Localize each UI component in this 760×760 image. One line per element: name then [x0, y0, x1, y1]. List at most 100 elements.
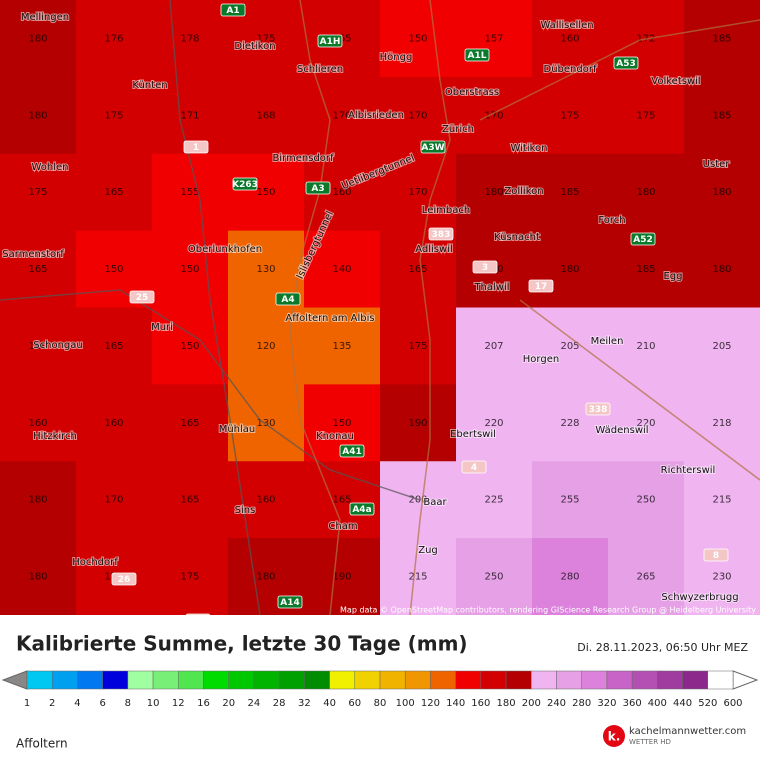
grid-cell — [532, 384, 609, 462]
place-label: Meilen — [591, 336, 624, 347]
grid-cell — [228, 384, 305, 462]
cell-value: 170 — [484, 110, 503, 121]
road-label: A52 — [633, 235, 653, 245]
cell-value: 207 — [484, 341, 503, 352]
cell-value: 230 — [712, 572, 731, 583]
grid-cell — [456, 384, 533, 462]
place-label: Leimbach — [422, 205, 470, 216]
road-shield — [317, 34, 343, 48]
grid-cell — [152, 307, 229, 385]
grid-cell — [304, 230, 381, 308]
legend-swatch — [26, 670, 53, 690]
cell-value: 165 — [332, 495, 351, 506]
cell-value: 150 — [104, 264, 123, 275]
legend-swatch — [682, 670, 709, 690]
cell-value: 205 — [560, 341, 579, 352]
legend-swatch — [505, 670, 532, 690]
place-label: Knonau — [316, 431, 354, 442]
place-label: Küsnacht — [494, 232, 540, 243]
credits: Map data © OpenStreetMap contributors, r… — [340, 606, 756, 615]
grid-cell — [532, 153, 609, 232]
road-shield — [528, 279, 554, 293]
grid-cell — [380, 307, 457, 385]
cell-value: 165 — [180, 418, 199, 429]
place-label: Schlieren — [297, 64, 343, 75]
legend-tick-label: 440 — [673, 698, 692, 709]
road-label: A53 — [616, 59, 636, 69]
grid-cell — [0, 76, 77, 155]
place-label: Oberlunkhofen — [188, 244, 262, 255]
legend-swatch — [354, 670, 381, 690]
cell-value: 190 — [408, 418, 427, 429]
road-label: 338 — [589, 405, 608, 415]
road-label: K263 — [232, 180, 258, 190]
grid-cell — [0, 0, 77, 78]
road-line — [479, 19, 760, 121]
cell-value: 178 — [180, 33, 199, 44]
legend-tick-label: 16 — [197, 698, 210, 709]
cell-value: 170 — [104, 495, 123, 506]
road-label: 25 — [136, 293, 149, 303]
cell-value: 120 — [256, 341, 275, 352]
grid-cell — [76, 384, 153, 462]
place-label: Affoltern am Albis — [285, 313, 374, 324]
cell-value: 165 — [28, 264, 47, 275]
grid-cell — [684, 307, 760, 385]
legend-swatch — [278, 670, 305, 690]
cell-value: 250 — [484, 572, 503, 583]
road-label: 8 — [713, 551, 719, 561]
cell-value: 140 — [332, 264, 351, 275]
place-label: Sins — [235, 505, 256, 516]
grid-cell — [152, 153, 229, 232]
legend-tick-label: 180 — [497, 698, 516, 709]
grid-cell — [152, 384, 229, 462]
cell-value: 215 — [408, 572, 427, 583]
place-label: Uster — [703, 159, 731, 170]
road-label: A1H — [320, 37, 341, 47]
legend-tick-label: 600 — [723, 698, 742, 709]
legend-swatch — [379, 670, 406, 690]
legend-swatch — [657, 670, 683, 690]
legend-tick-label: 10 — [147, 698, 160, 709]
legend-swatch — [581, 670, 608, 690]
place-label: Hitzkirch — [33, 431, 77, 442]
legend-tick-label: 360 — [623, 698, 642, 709]
place-label: Ebertswil — [450, 429, 496, 440]
cell-value: 180 — [28, 110, 47, 121]
cell-value: 165 — [180, 495, 199, 506]
cell-value: 170 — [408, 187, 427, 198]
grid-cell — [608, 307, 685, 385]
cell-value: 130 — [256, 418, 275, 429]
legend-swatch — [404, 670, 431, 690]
grid-cell — [152, 461, 229, 539]
brand-tagline: WETTER HD — [629, 738, 671, 746]
legend-tick-label: 28 — [273, 698, 286, 709]
legend-tick-label: 24 — [248, 698, 261, 709]
cell-value: 176 — [104, 33, 123, 44]
cell-value: 150 — [332, 418, 351, 429]
road-shield — [464, 48, 490, 62]
cell-value: 180 — [484, 187, 503, 198]
cell-value: 220 — [636, 418, 655, 429]
cell-value: 175 — [28, 187, 47, 198]
road-shield — [420, 140, 446, 154]
legend-tick-label: 280 — [572, 698, 591, 709]
cell-value: 180 — [712, 264, 731, 275]
legend-tick-label: 1 — [24, 698, 30, 709]
cell-value: 155 — [180, 187, 199, 198]
grid-cell — [684, 0, 760, 78]
place-label: Wallisellen — [540, 20, 593, 31]
road-shield — [275, 292, 301, 306]
grid-cell — [608, 76, 685, 155]
grid-cell — [152, 230, 229, 308]
grid-cell — [608, 538, 685, 616]
road-label: A4a — [352, 505, 371, 515]
cell-value: 135 — [332, 341, 351, 352]
grid-cell — [228, 153, 305, 232]
legend-swatch — [329, 670, 356, 690]
cell-value: 165 — [104, 187, 123, 198]
road-label: A41 — [342, 447, 362, 457]
location: Affoltern — [16, 737, 68, 751]
cell-value: 180 — [28, 33, 47, 44]
road-label: 1 — [193, 143, 199, 153]
